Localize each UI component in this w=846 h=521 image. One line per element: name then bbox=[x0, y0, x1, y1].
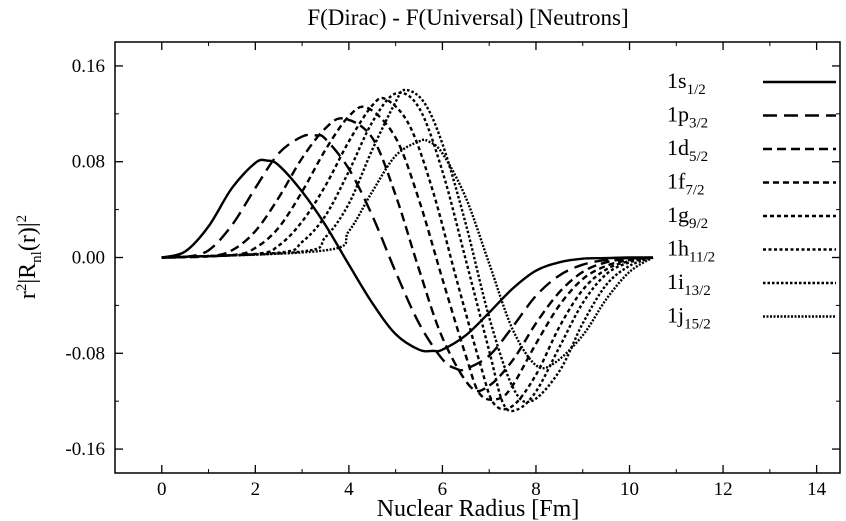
x-tick-label: 12 bbox=[714, 479, 733, 500]
y-tick-label: -0.08 bbox=[65, 343, 105, 364]
x-tick-label: 2 bbox=[251, 479, 261, 500]
series-line-1h-11_2 bbox=[161, 91, 654, 413]
y-axis-label: r2|Rnl(r)|2 bbox=[14, 215, 45, 299]
legend-label: 1s1/2 bbox=[667, 68, 706, 98]
y-tick-label: 0.08 bbox=[72, 152, 105, 173]
x-tick-label: 6 bbox=[438, 479, 448, 500]
x-tick-label: 0 bbox=[157, 479, 167, 500]
y-tick-label: 0.16 bbox=[72, 56, 105, 77]
series-line-1i-13_2 bbox=[161, 88, 654, 404]
legend-label: 1p3/2 bbox=[667, 102, 708, 132]
plot-frame bbox=[114, 41, 841, 474]
series-line-1s-1_2 bbox=[161, 158, 653, 353]
axis-ticks: 0 2 4 6 8 10 12 14 -0.16 -0.08 0.00 0.08 0.16 bbox=[65, 42, 840, 500]
x-tick-label: 14 bbox=[807, 479, 827, 500]
x-tick-label: 8 bbox=[531, 479, 541, 500]
x-tick-label: 10 bbox=[620, 479, 639, 500]
series-line-1j-15_2 bbox=[161, 138, 654, 370]
series-line-1f-7_2 bbox=[161, 105, 654, 401]
series-line-1g-9_2 bbox=[161, 96, 654, 411]
legend-label: 1g9/2 bbox=[667, 202, 708, 232]
legend-label: 1j15/2 bbox=[667, 303, 711, 333]
x-tick-label: 4 bbox=[344, 479, 354, 500]
series-line-1p-3_2 bbox=[161, 133, 653, 372]
y-tick-label: 0.00 bbox=[72, 248, 105, 269]
chart-title: F(Dirac) - F(Universal) [Neutrons] bbox=[307, 5, 628, 30]
legend-label: 1h11/2 bbox=[667, 236, 715, 266]
series-lines bbox=[161, 88, 654, 413]
y-tick-label: -0.16 bbox=[65, 439, 105, 460]
x-axis-label: Nuclear Radius [Fm] bbox=[377, 496, 580, 521]
legend-label: 1d5/2 bbox=[667, 135, 708, 165]
legend-label: 1i13/2 bbox=[667, 269, 711, 299]
legend-label: 1f7/2 bbox=[667, 169, 705, 199]
series-line-1d-5_2 bbox=[161, 117, 653, 393]
